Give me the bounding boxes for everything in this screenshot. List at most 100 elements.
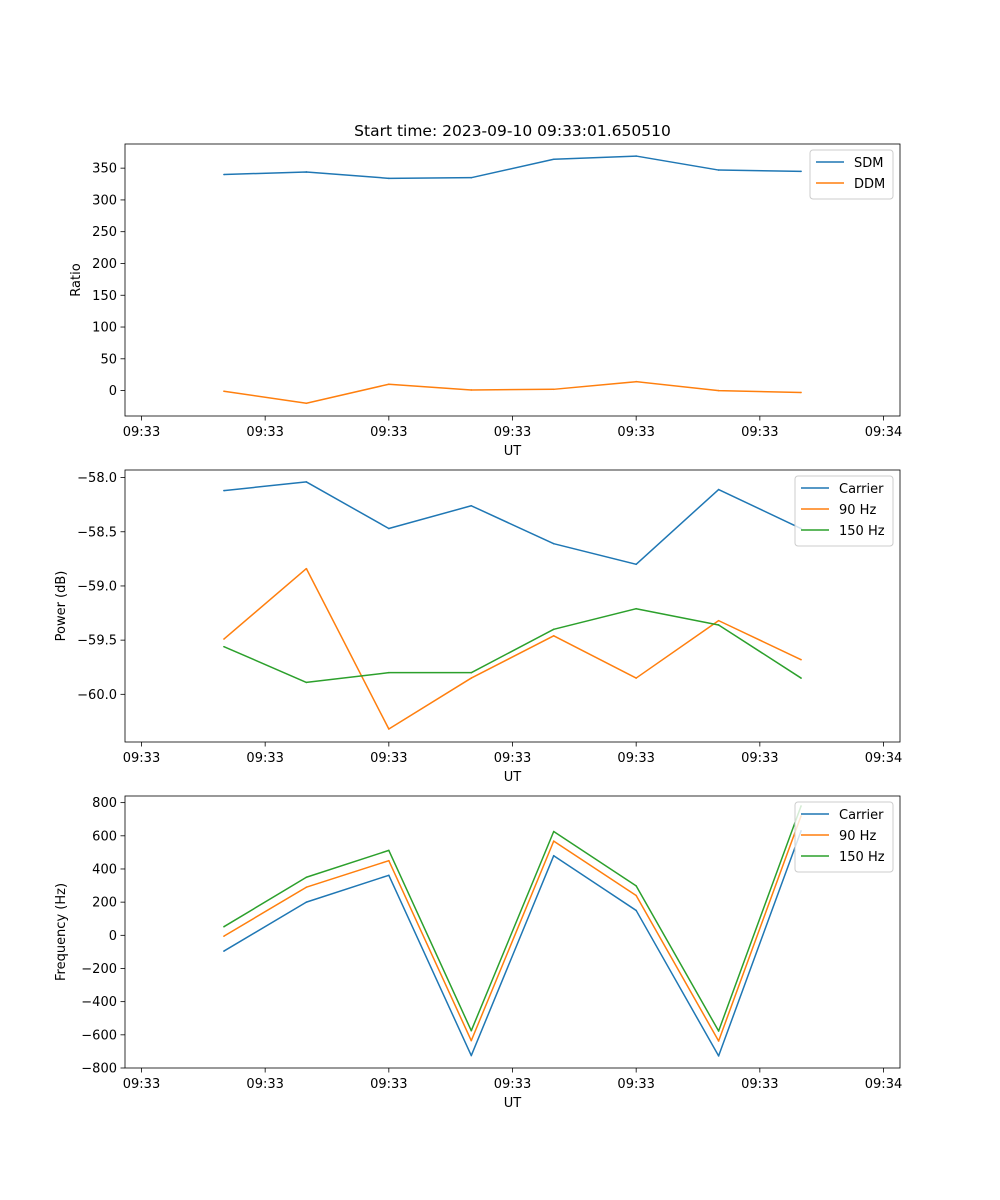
data-point-150-hz-6 bbox=[635, 885, 637, 887]
x-tick-label: 09:33 bbox=[494, 425, 531, 440]
data-point-ddm-6 bbox=[635, 380, 637, 383]
data-point-90-hz-1 bbox=[223, 935, 225, 937]
data-point-150-hz-5 bbox=[552, 628, 555, 631]
x-tick-label: 09:34 bbox=[865, 751, 902, 766]
data-point-150-hz-2 bbox=[305, 681, 308, 684]
x-tick-label: 09:33 bbox=[617, 425, 654, 440]
y-axis-label: Ratio bbox=[69, 263, 84, 296]
data-point-90-hz-2 bbox=[305, 567, 308, 570]
data-point-150-hz-4 bbox=[470, 1029, 473, 1032]
data-point-90-hz-5 bbox=[552, 635, 555, 637]
x-tick-label: 09:33 bbox=[617, 1077, 654, 1092]
data-point-carrier-3 bbox=[388, 527, 390, 530]
y-axis-label: Frequency (Hz) bbox=[54, 883, 69, 981]
x-tick-label: 09:33 bbox=[123, 1077, 160, 1092]
y-tick-label: 400 bbox=[92, 862, 117, 877]
data-point-ddm-1 bbox=[223, 390, 225, 393]
series-line-150-hz bbox=[223, 607, 802, 684]
x-tick-label: 09:33 bbox=[741, 425, 778, 440]
data-point-sdm-5 bbox=[552, 158, 555, 161]
y-tick-label: 300 bbox=[92, 193, 117, 208]
x-tick-label: 09:33 bbox=[370, 751, 407, 766]
data-point-ddm-7 bbox=[717, 389, 720, 392]
legend-label-150-hz: 150 Hz bbox=[839, 850, 885, 865]
series-line-ddm bbox=[223, 380, 802, 405]
legend: SDM DDM bbox=[809, 149, 894, 200]
x-axis-label: UT bbox=[504, 770, 522, 785]
data-point-90-hz-7 bbox=[717, 1040, 720, 1042]
data-point-90-hz-8 bbox=[800, 658, 802, 661]
data-point-ddm-2 bbox=[305, 402, 308, 405]
x-tick-label: 09:33 bbox=[246, 751, 283, 766]
data-point-150-hz-1 bbox=[223, 645, 225, 648]
data-point-carrier-1 bbox=[223, 950, 225, 952]
data-point-carrier-7 bbox=[717, 488, 720, 491]
y-tick-label: 600 bbox=[92, 829, 117, 844]
data-point-150-hz-4 bbox=[470, 671, 473, 674]
legend: Carrier 90 Hz 150 Hz bbox=[794, 801, 894, 873]
data-point-carrier-4 bbox=[470, 504, 473, 507]
y-tick-label: 150 bbox=[92, 289, 117, 304]
x-tick-label: 09:33 bbox=[741, 751, 778, 766]
data-point-90-hz-1 bbox=[223, 638, 225, 640]
x-tick-label: 09:33 bbox=[370, 1077, 407, 1092]
data-point-sdm-3 bbox=[388, 177, 390, 180]
charts-container: 09:33 09:33 09:33 09:33 09:33 09:33 09:34 0 50 10… bbox=[54, 122, 902, 1111]
y-tick-label: −59.0 bbox=[77, 579, 117, 594]
series-line-150-hz bbox=[223, 805, 802, 1032]
data-point-carrier-2 bbox=[305, 901, 308, 903]
x-tick-label: 09:33 bbox=[370, 425, 407, 440]
data-point-carrier-4 bbox=[470, 1054, 473, 1057]
legend-label-150-hz: 150 Hz bbox=[839, 524, 885, 539]
y-tick-label: 250 bbox=[92, 225, 117, 240]
legend-box bbox=[794, 801, 894, 873]
x-axis-label: UT bbox=[504, 444, 522, 459]
x-tick-label: 09:33 bbox=[246, 425, 283, 440]
data-point-150-hz-3 bbox=[388, 671, 390, 674]
data-point-90-hz-5 bbox=[552, 840, 555, 842]
y-tick-label: −600 bbox=[81, 1028, 117, 1043]
data-point-ddm-3 bbox=[388, 383, 390, 386]
y-tick-label: 200 bbox=[92, 896, 117, 911]
chart-panel-3: 09:33 09:33 09:33 09:33 09:33 09:33 09:34 −800 −… bbox=[54, 795, 902, 1111]
data-point-150-hz-2 bbox=[305, 876, 308, 879]
series-line-carrier bbox=[223, 481, 802, 566]
y-tick-label: 350 bbox=[92, 162, 117, 177]
data-point-150-hz-1 bbox=[223, 925, 225, 928]
x-tick-label: 09:33 bbox=[494, 1077, 531, 1092]
y-tick-label: −60.0 bbox=[77, 688, 117, 703]
series-line-90-hz bbox=[223, 815, 802, 1042]
x-tick-label: 09:33 bbox=[123, 425, 160, 440]
x-tick-label: 09:33 bbox=[246, 1077, 283, 1092]
y-tick-label: 0 bbox=[109, 929, 117, 944]
x-axis-label: UT bbox=[504, 1096, 522, 1111]
data-point-carrier-7 bbox=[717, 1055, 720, 1057]
x-tick-label: 09:34 bbox=[865, 425, 902, 440]
y-tick-label: 100 bbox=[92, 321, 117, 336]
data-point-carrier-5 bbox=[552, 542, 555, 545]
data-point-sdm-4 bbox=[470, 176, 473, 179]
data-point-carrier-1 bbox=[223, 489, 225, 492]
data-point-90-hz-4 bbox=[470, 1039, 473, 1042]
legend-label-carrier: Carrier bbox=[839, 808, 884, 823]
x-tick-label: 09:34 bbox=[865, 1077, 902, 1092]
y-tick-label: −58.5 bbox=[77, 525, 117, 540]
data-point-sdm-7 bbox=[717, 169, 720, 171]
data-point-ddm-8 bbox=[800, 391, 802, 394]
y-tick-label: 200 bbox=[92, 257, 117, 272]
series-line-sdm bbox=[223, 155, 802, 180]
data-point-90-hz-6 bbox=[635, 894, 637, 897]
x-tick-label: 09:33 bbox=[494, 751, 531, 766]
x-tick-label: 09:33 bbox=[123, 751, 160, 766]
data-point-carrier-6 bbox=[635, 563, 637, 566]
data-point-carrier-3 bbox=[388, 874, 390, 877]
legend: Carrier 90 Hz 150 Hz bbox=[794, 475, 894, 547]
data-point-carrier-2 bbox=[305, 481, 308, 483]
data-point-90-hz-6 bbox=[635, 677, 637, 679]
legend-label-90-hz: 90 Hz bbox=[839, 829, 876, 844]
x-tick-label: 09:33 bbox=[741, 1077, 778, 1092]
legend-label-90-hz: 90 Hz bbox=[839, 503, 876, 518]
data-point-90-hz-7 bbox=[717, 619, 720, 622]
